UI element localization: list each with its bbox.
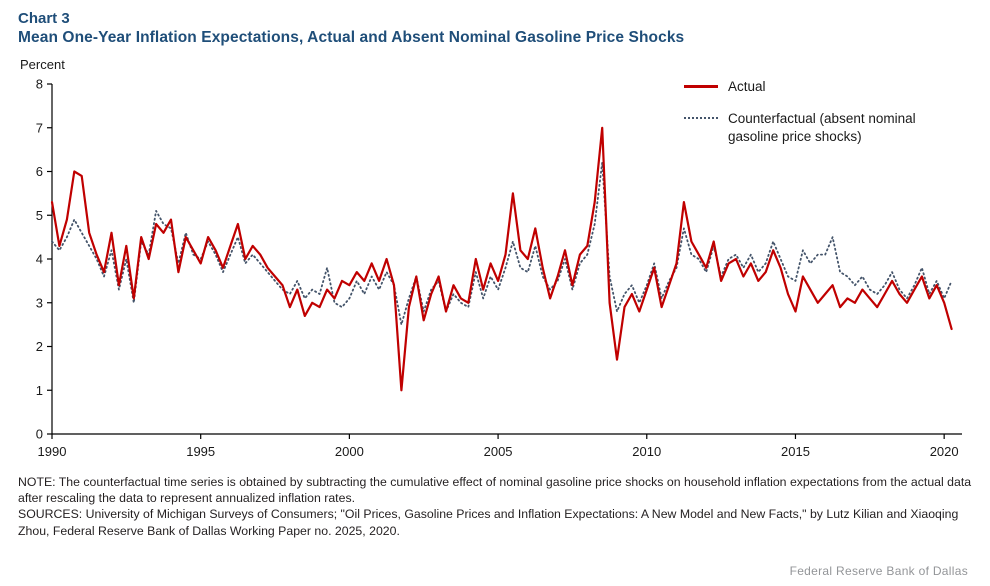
footer-branding: Federal Reserve Bank of Dallas: [789, 564, 968, 578]
x-tick-label: 2010: [632, 444, 661, 459]
x-tick-label: 1990: [38, 444, 67, 459]
actual-line-swatch-icon: [684, 85, 718, 88]
x-tick-label: 2020: [930, 444, 959, 459]
y-axis-unit-label: Percent: [20, 57, 65, 72]
y-tick-label: 3: [36, 295, 43, 310]
x-tick-label: 2015: [781, 444, 810, 459]
y-tick-label: 0: [36, 427, 43, 442]
chart-title: Mean One-Year Inflation Expectations, Ac…: [18, 29, 685, 46]
y-tick-label: 8: [36, 77, 43, 92]
legend-label-counterfactual: Counterfactual (absent nominal gasoline …: [728, 111, 916, 145]
counterfactual-line: [51, 161, 953, 326]
note-text: NOTE: The counterfactual time series is …: [18, 475, 972, 506]
chart-number: Chart 3: [18, 10, 70, 27]
legend-item-actual: Actual: [684, 78, 962, 96]
x-tick-label: 2000: [335, 444, 364, 459]
chart-area: 0 1 2 3 4 5 6 7 8 1990 1995 2000 2005 2010 2015 2020 Ac…: [18, 74, 970, 466]
y-tick-label: 7: [36, 120, 43, 135]
y-tick-label: 1: [36, 383, 43, 398]
x-tick-label: 2005: [484, 444, 513, 459]
y-tick-label: 5: [36, 208, 43, 223]
y-tick-label: 4: [36, 252, 43, 267]
chart-header: Chart 3 Mean One-Year Inflation Expectat…: [18, 10, 972, 47]
sources-text: SOURCES: University of Michigan Surveys …: [18, 507, 959, 538]
legend-label-actual: Actual: [728, 79, 766, 94]
x-tick-label: 1995: [186, 444, 215, 459]
actual-line: [50, 126, 953, 392]
legend: Actual Counterfactual (absent nominal ga…: [684, 78, 962, 147]
y-tick-label: 2: [36, 339, 43, 354]
y-tick-label: 6: [36, 164, 43, 179]
chart-svg: 0 1 2 3 4 5 6 7 8 1990 1995 2000 2005 2010 2015 2020: [36, 77, 962, 459]
counterfactual-line-swatch-icon: [684, 117, 718, 120]
legend-item-counterfactual: Counterfactual (absent nominal gasoline …: [684, 110, 962, 146]
notes-block: NOTE: The counterfactual time series is …: [18, 474, 972, 539]
page: Chart 3 Mean One-Year Inflation Expectat…: [18, 10, 972, 539]
